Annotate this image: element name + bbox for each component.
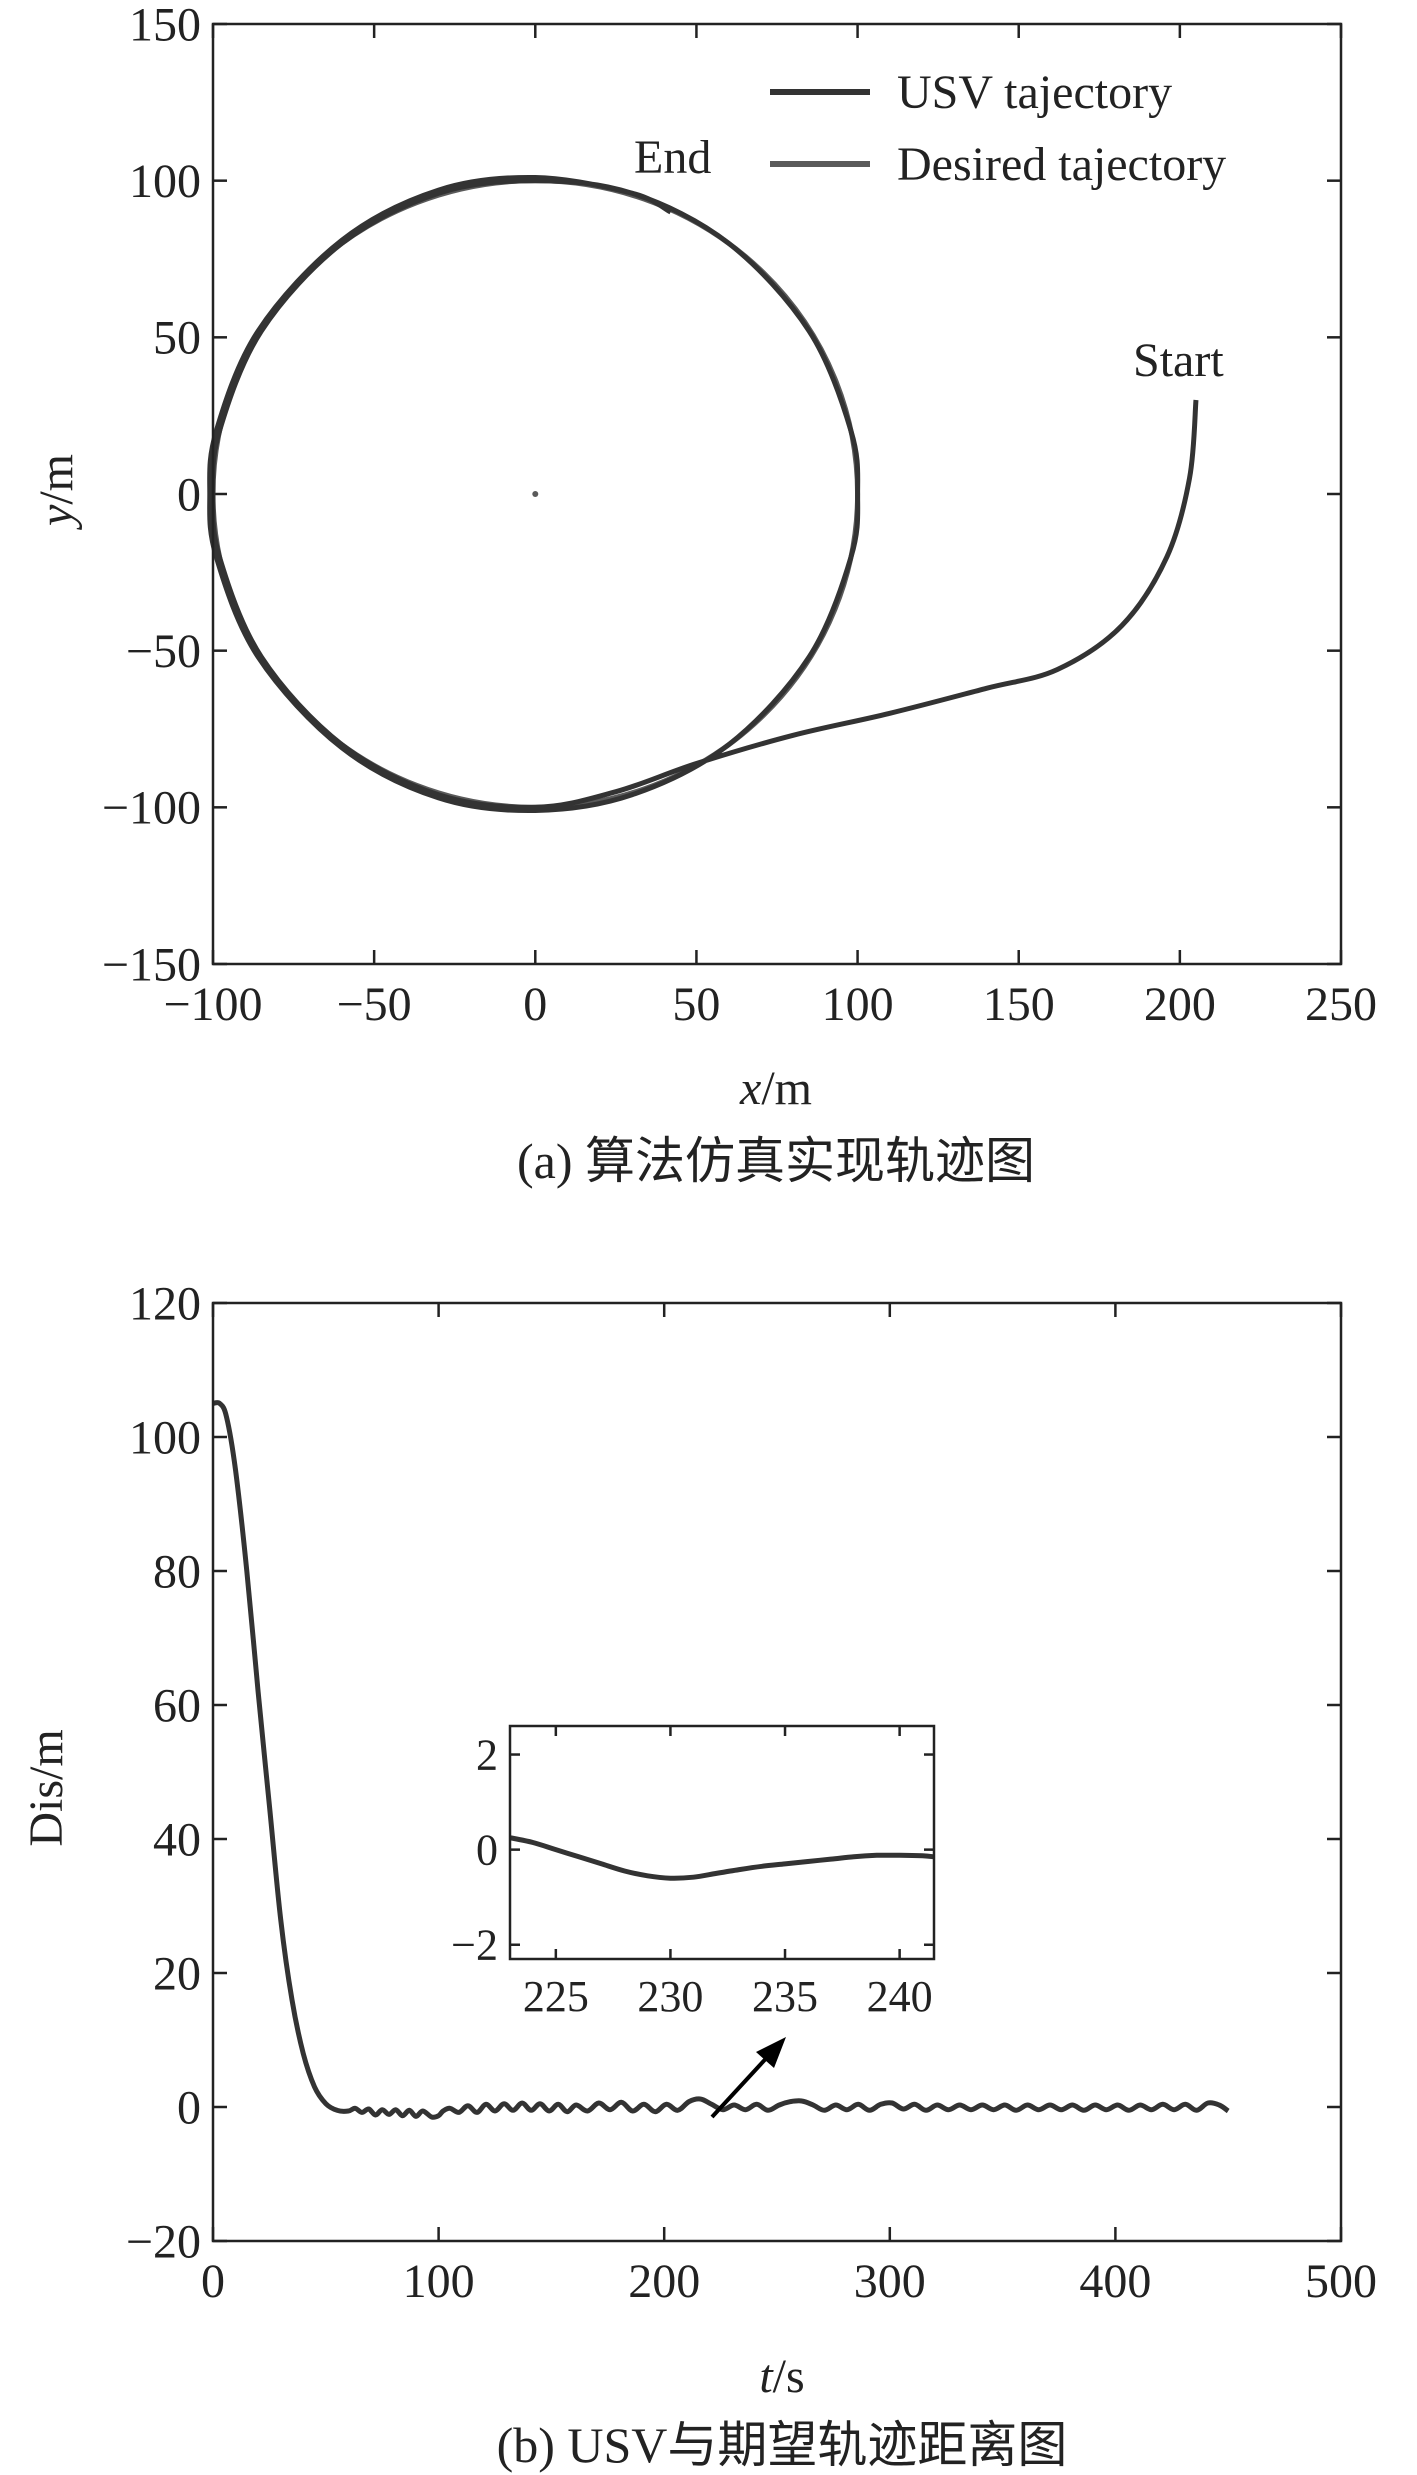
chart-b-ytick-label: 60 — [153, 1679, 201, 1732]
inset-ticks — [510, 1726, 934, 1959]
inset-series — [509, 1835, 935, 1881]
chart-b-xlabel-var: t — [759, 2350, 774, 2403]
chart-a-ytick-label: −50 — [126, 625, 201, 678]
chart-b-inset: 225 230 235 240 −2 0 2 — [451, 1724, 936, 2021]
chart-b-xtick-label: 200 — [628, 2255, 700, 2308]
chart-a-xlabel-unit: /m — [761, 1062, 812, 1115]
inset-ytick-label: 0 — [476, 1826, 498, 1875]
chart-a: −100 −50 0 50 100 150 200 250−150−100−500501001… — [30, 0, 1377, 1189]
chart-a-ytick-label: 100 — [129, 155, 201, 208]
annotation-start: Start — [1133, 334, 1224, 387]
chart-a-ytick-label: 50 — [153, 312, 201, 365]
chart-a-xtick-label: 150 — [983, 978, 1055, 1031]
chart-b-xtick-label: 300 — [854, 2255, 926, 2308]
chart-b-ytick-label: 120 — [129, 1277, 201, 1330]
distance-line — [212, 1400, 1230, 2120]
chart-a-xlabel: x/m — [739, 1062, 812, 1115]
inset-ytick-label: 2 — [476, 1730, 498, 1779]
legend-desired-label: Desired tajectory — [897, 138, 1226, 191]
inset-ytick-label: −2 — [451, 1921, 498, 1970]
inset-distance-line — [509, 1835, 935, 1881]
chart-a-xtick-label: 200 — [1144, 978, 1216, 1031]
chart-a-xlabel-var: x — [739, 1062, 761, 1115]
chart-a-plot-frame — [211, 22, 1343, 966]
inset-arrow — [710, 2037, 786, 2119]
chart-a-caption: (a) 算法仿真实现轨迹图 — [517, 1133, 1035, 1189]
chart-a-usv-series — [207, 174, 1199, 814]
inset-xtick-label: 235 — [752, 1972, 818, 2021]
chart-b-xtick-label: 500 — [1305, 2255, 1377, 2308]
chart-b-xtick-label: 100 — [403, 2255, 475, 2308]
chart-b-plot-frame — [211, 1301, 1343, 2243]
chart-a-center-point — [532, 491, 539, 497]
chart-b-caption: (b) USV与期望轨迹距离图 — [497, 2417, 1068, 2473]
inset-tick-labels: 225 230 235 240 −2 0 2 — [451, 1730, 932, 2021]
chart-b-ytick-label: −20 — [126, 2215, 201, 2268]
chart-a-ytick-label: 150 — [129, 0, 201, 51]
usv-trajectory-line — [207, 174, 1199, 814]
chart-b-ytick-label: 40 — [153, 1813, 201, 1866]
chart-a-ylabel: y/m — [30, 454, 83, 531]
chart-a-xtick-label: −100 — [163, 978, 262, 1031]
chart-b-ytick-label: 100 — [129, 1411, 201, 1464]
annotation-end: End — [634, 131, 711, 184]
circle-center-point — [532, 491, 539, 497]
chart-a-ytick-label: −100 — [102, 782, 201, 835]
chart-a-xtick-label: 50 — [672, 978, 720, 1031]
inset-background — [510, 1726, 934, 1959]
chart-b-ytick-label: 20 — [153, 1947, 201, 2000]
chart-b-ylabel: Dis/m — [20, 1729, 73, 1846]
chart-b-ytick-label: 0 — [177, 2081, 201, 2134]
chart-b-series — [212, 1400, 1230, 2120]
chart-a-xtick-label: −50 — [337, 978, 412, 1031]
chart-a-tick-labels: −100 −50 0 50 100 150 200 250−150−100−500501001… — [102, 0, 1377, 1031]
chart-a-legend: USV tajectory Desired tajectory — [770, 66, 1226, 191]
inset-xtick-label: 240 — [867, 1972, 933, 2021]
chart-a-xtick-label: 100 — [822, 978, 894, 1031]
chart-b-xtick-label: 400 — [1079, 2255, 1151, 2308]
inset-xtick-label: 225 — [523, 1972, 589, 2021]
chart-b-xlabel-unit: /s — [773, 2350, 805, 2403]
chart-a-ytick-label: 0 — [177, 468, 201, 521]
chart-a-xtick-label: 250 — [1305, 978, 1377, 1031]
chart-a-ylabel-var: y — [30, 504, 83, 531]
inset-frame — [508, 1724, 936, 1961]
chart-b-xlabel: t/s — [759, 2350, 804, 2403]
inset-xtick-label: 230 — [637, 1972, 703, 2021]
chart-b-ytick-label: 80 — [153, 1545, 201, 1598]
chart-b-xtick-label: 0 — [201, 2255, 225, 2308]
legend-usv-label: USV tajectory — [897, 66, 1172, 119]
chart-a-ytick-label: −150 — [102, 938, 201, 991]
chart-a-xtick-label: 0 — [523, 978, 547, 1031]
chart-a-ylabel-unit: /m — [30, 454, 83, 505]
